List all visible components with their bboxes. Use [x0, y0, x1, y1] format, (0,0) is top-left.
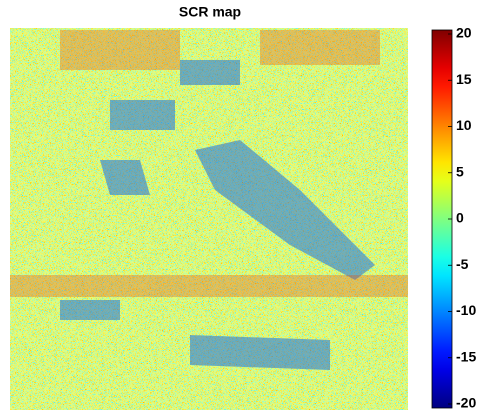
- region: [60, 300, 120, 320]
- chart: SCR map -20 -15 -10 -5 0 5 10 15 20: [0, 0, 495, 415]
- colorbar-tick-label: -15: [456, 348, 476, 364]
- region: [190, 335, 330, 370]
- colorbar-tick-label: -20: [456, 395, 476, 411]
- colorbar-tick-label: -5: [456, 256, 469, 272]
- colorbar-tick-label: 15: [456, 71, 472, 87]
- region: [110, 100, 175, 130]
- region: [60, 30, 180, 70]
- region: [10, 275, 408, 297]
- colorbar-tick-label: 20: [456, 25, 472, 41]
- heatmap-image: [10, 28, 408, 410]
- chart-title: SCR map: [179, 4, 241, 20]
- colorbar-tick-label: 5: [456, 163, 464, 179]
- region: [260, 30, 380, 65]
- colorbar-tick-label: -10: [456, 302, 476, 318]
- page: SCR map -20-15-10-505101520 (() => { con…: [0, 0, 495, 415]
- colorbar-tick-label: 10: [456, 117, 472, 133]
- colorbar-tick-label: 0: [456, 210, 464, 226]
- region: [180, 60, 240, 85]
